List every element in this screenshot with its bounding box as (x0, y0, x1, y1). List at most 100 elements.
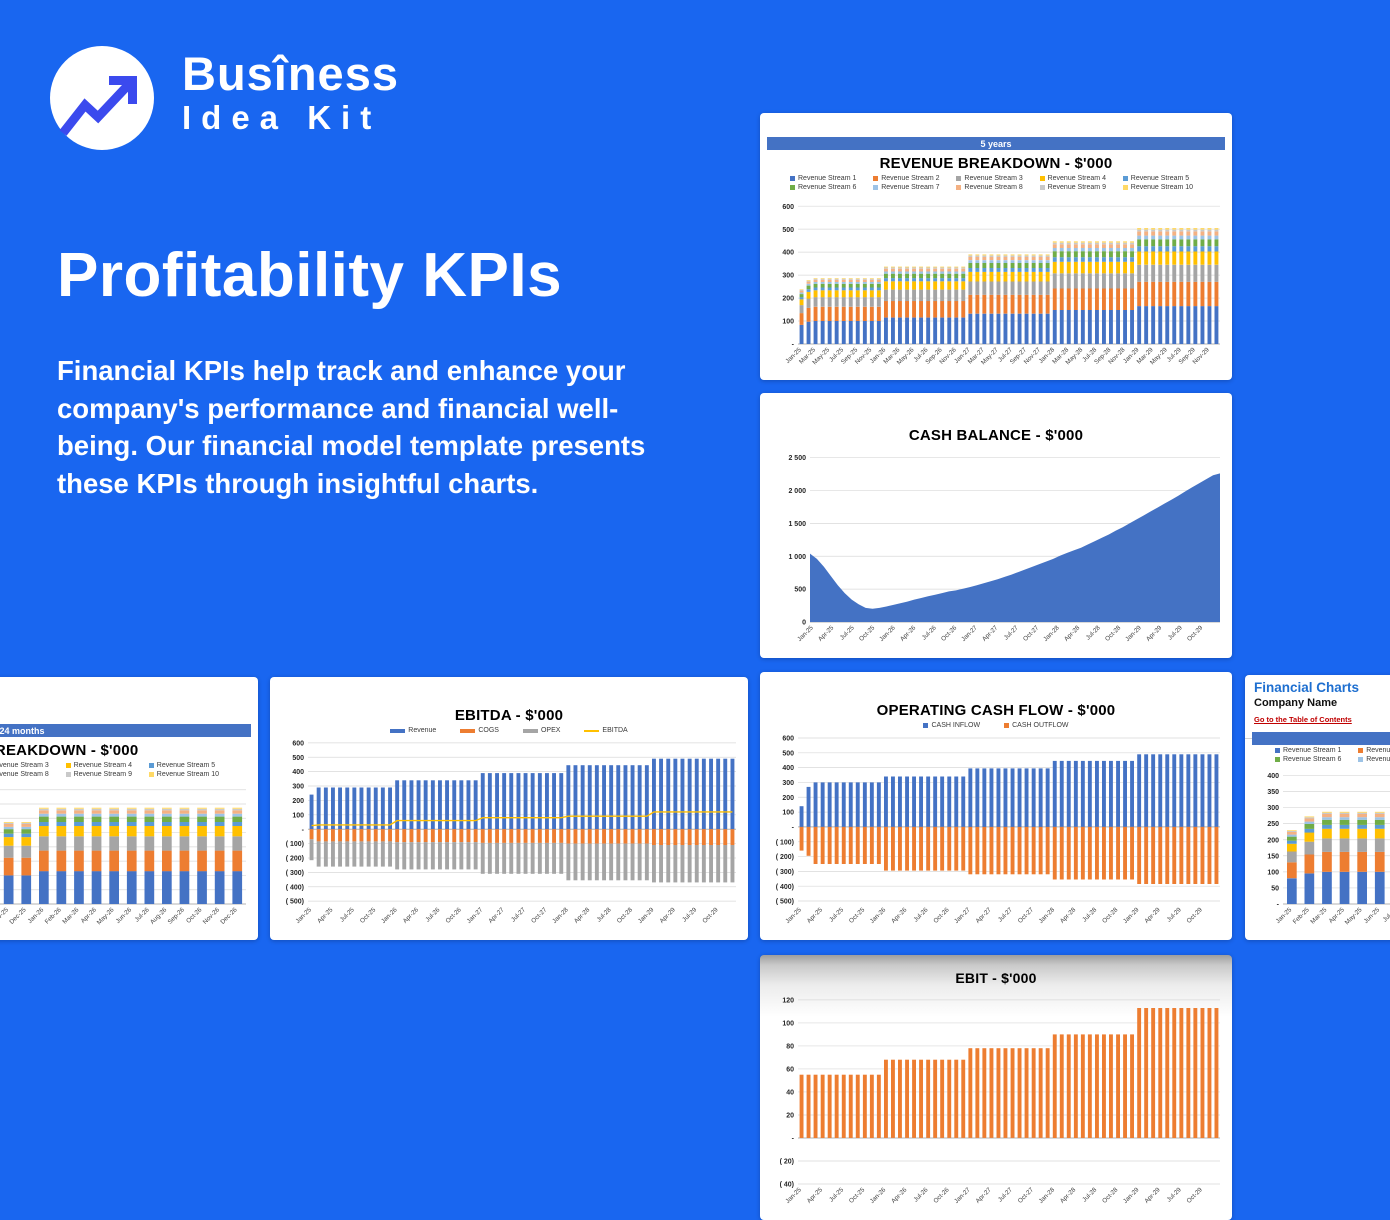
legend-marker (790, 185, 795, 190)
svg-text:Apr-25: Apr-25 (817, 624, 836, 643)
chart-legend: Revenue Stream 1 Revenue Stream 2 Revenue … (760, 173, 1232, 191)
svg-text:400: 400 (1267, 773, 1279, 780)
sheet-title: Financial Charts (1254, 680, 1360, 695)
svg-text:Jan-25: Jan-25 (796, 624, 815, 643)
chart-svg: 400 350 300 250 200 150 100 50 -Jan-25Feb-25Mar-… (1267, 773, 1390, 926)
svg-text:Apr-29: Apr-29 (1143, 1186, 1162, 1205)
svg-text:Apr-26: Apr-26 (890, 1186, 909, 1205)
legend-label: Revenue Stream 7 (881, 184, 940, 191)
svg-text:Jan-29: Jan-29 (637, 906, 656, 925)
legend-marker (584, 729, 600, 732)
legend-item: OPEX (522, 727, 560, 734)
svg-text:Apr-26: Apr-26 (890, 906, 909, 925)
svg-text:Jul-27: Jul-27 (510, 906, 527, 923)
svg-text:Dec-25: Dec-25 (8, 906, 28, 926)
legend-item: Revenue Stream 3 (956, 175, 1039, 182)
legend-item: Revenue Stream 5 (1122, 175, 1206, 182)
legend-item: CASH INFLOW (923, 722, 980, 729)
legend-item: Revenue Stream 10 (148, 771, 232, 778)
svg-text:100: 100 (1267, 869, 1279, 876)
chart-svg: 600 500 400 300 200 100 - ( 100) ( 200) ( 300) ( 4… (286, 740, 736, 925)
svg-text:Oct-27: Oct-27 (1022, 624, 1041, 643)
chart-svg: 600500400300200100-Jan-25Mar-25May-25Jul… (782, 204, 1220, 366)
legend-marker (1358, 747, 1364, 753)
legend-marker (148, 772, 154, 777)
svg-text:1 500: 1 500 (788, 521, 806, 528)
legend-item: Revenue Stream 5 (148, 762, 232, 769)
legend-label: COGS (478, 727, 499, 734)
legend-marker (148, 763, 154, 768)
svg-text:Apr-26: Apr-26 (402, 906, 421, 925)
page-title: Profitability KPIs (57, 241, 563, 310)
svg-text:Jul-25: Jul-25 (1382, 906, 1390, 923)
table-of-contents-link[interactable]: Go to the Table of Contents (1254, 715, 1352, 725)
svg-text:Jan-27: Jan-27 (953, 906, 972, 925)
svg-text:( 20): ( 20) (780, 1159, 794, 1166)
svg-text:Jan-28: Jan-28 (551, 906, 570, 925)
legend-marker (1004, 723, 1010, 728)
svg-text:( 100): ( 100) (776, 839, 794, 846)
brand-name-line2: Idea Kit (182, 99, 382, 136)
card-ebit: EBIT - $'000 120 100 80 60 40 20-( 20)( 40) Ja… (760, 955, 1232, 1220)
svg-text:500: 500 (292, 755, 304, 762)
svg-text:Oct-27: Oct-27 (530, 906, 549, 925)
svg-text:( 500): ( 500) (776, 899, 794, 906)
svg-text:Mar-25: Mar-25 (1309, 906, 1328, 925)
svg-text:Jul-25: Jul-25 (839, 624, 856, 641)
svg-text:200: 200 (292, 798, 304, 805)
svg-text:250: 250 (1267, 821, 1279, 828)
legend-item: Revenue Stream 7 (873, 184, 956, 191)
legend-label: Revenue Stream 5 (156, 762, 216, 769)
svg-text:Apr-28: Apr-28 (573, 906, 592, 925)
svg-text:Jul-27: Jul-27 (997, 1186, 1014, 1203)
period-label: 24 months (0, 725, 45, 736)
legend-item: Revenue Stream 8 (956, 184, 1039, 191)
svg-text:2 000: 2 000 (788, 488, 806, 495)
brand-wordmark: Busîness Idea Kit (182, 50, 399, 134)
svg-text:Jul-25: Jul-25 (339, 906, 356, 923)
legend-item: COGS (460, 727, 499, 734)
svg-text:Jan-26: Jan-26 (27, 906, 46, 925)
legend-item: Revenue Stream 4 (1039, 175, 1123, 182)
legend-marker (790, 176, 795, 181)
legend-marker (65, 763, 71, 768)
svg-text:400: 400 (782, 250, 794, 257)
svg-text:Apr-28: Apr-28 (1063, 624, 1082, 643)
svg-text:50: 50 (1271, 885, 1279, 892)
svg-text:Jan-25: Jan-25 (784, 906, 803, 925)
svg-text:300: 300 (1267, 805, 1279, 812)
chart-legend: CASH INFLOW CASH OUTFLOW (760, 720, 1232, 729)
card-operating-cash-flow: OPERATING CASH FLOW - $'000 CASH INFLOW C… (760, 672, 1232, 940)
svg-text:Jul-25: Jul-25 (828, 906, 845, 923)
legend-marker (65, 772, 71, 777)
legend-marker (1275, 747, 1280, 753)
svg-text:Jan-25: Jan-25 (1275, 906, 1294, 925)
period-bar-row (1245, 731, 1390, 745)
svg-text:300: 300 (782, 780, 794, 787)
svg-text:80: 80 (786, 1044, 794, 1051)
legend-item: Revenue Stream 7 (1358, 756, 1390, 763)
legend-marker (1122, 185, 1128, 190)
legend-marker (873, 185, 879, 190)
legend-item: Revenue Stream 4 (65, 762, 149, 769)
svg-text:150: 150 (1267, 853, 1279, 860)
svg-text:Jan-28: Jan-28 (1042, 624, 1061, 643)
period-label: 5 years (980, 138, 1012, 149)
svg-text:( 200): ( 200) (776, 854, 794, 861)
company-name: Company Name (1254, 696, 1338, 709)
legend-label: Revenue Stream 4 (73, 762, 132, 769)
svg-text:Apr-27: Apr-27 (974, 1186, 993, 1205)
svg-text:Apr-26: Apr-26 (899, 624, 918, 643)
svg-text:( 400): ( 400) (286, 884, 304, 891)
legend-label: Revenue Stream 2 (1366, 746, 1390, 754)
legend-item: Revenue Stream 6 (1275, 756, 1358, 763)
svg-text:2 500: 2 500 (788, 455, 806, 462)
svg-text:Jul-29: Jul-29 (1166, 906, 1183, 923)
chart-title: EBIT - $'000 (955, 970, 1037, 986)
svg-text:300: 300 (292, 784, 304, 791)
svg-text:Jul-25: Jul-25 (828, 1186, 845, 1203)
legend-label: Revenue Stream 9 (1047, 184, 1106, 191)
svg-text:Jul-27: Jul-27 (997, 906, 1014, 923)
chart-title: REVENUE BREAKDOWN - $'000 (0, 742, 139, 759)
